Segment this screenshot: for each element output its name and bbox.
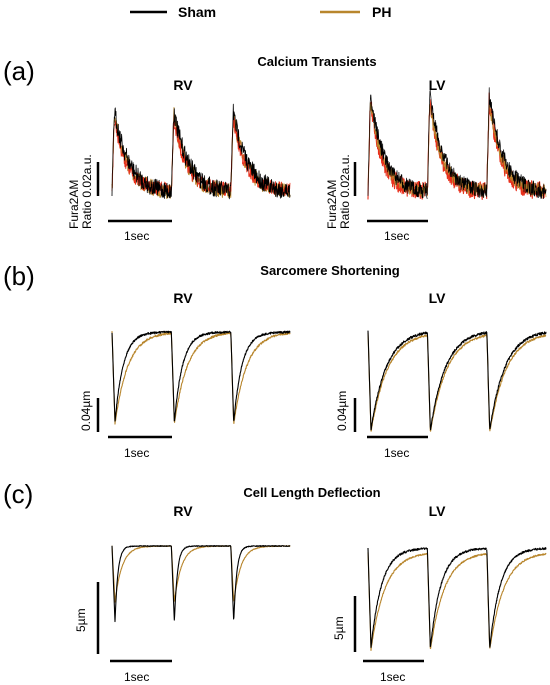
panel-c-lv-sham-beat-1	[367, 547, 428, 649]
panel-b-rv-label: RV	[173, 290, 193, 306]
panel-c-rv-ph-beat-3	[230, 545, 291, 602]
panel-b-lv-sham-beat-3	[486, 331, 547, 430]
panel-b-lv-label: LV	[429, 290, 447, 306]
panel-c-lv-sham-beat-2	[426, 547, 488, 648]
panel-a-lv-sham-trace	[367, 87, 547, 200]
panel-c-lv-scale-x-label: 1sec	[380, 670, 405, 684]
panel-a-lv-scale-y-label: Fura2AM	[325, 180, 339, 229]
panel-b-rv-ph-beat-1	[111, 331, 172, 425]
panel-c-rv-scale-y-label: 5µm	[74, 608, 88, 632]
panel-c-rv-scale-bar: 5µm 1sec	[74, 582, 172, 684]
panel-a-lv-sham-beat-2	[426, 89, 488, 198]
panel-a-rv-sham-beat-1	[111, 107, 172, 199]
panel-a-lv-scale-x-label: 1sec	[384, 229, 409, 243]
panel-b-rv-plot	[111, 330, 291, 425]
panel-b-rv-scale-y-label: 0.04µm	[79, 391, 93, 431]
panel-a-rv-scale-bar: Fura2AM Ratio 0.02a.u. 1sec	[67, 154, 172, 243]
panel-c-rv-sham-beat-2	[170, 545, 232, 621]
legend: Sham PH	[130, 4, 391, 20]
panel-c-rv-scale-x-label: 1sec	[124, 670, 149, 684]
panel-b-lv-sham-beat-1	[367, 330, 428, 431]
panel-b-lv-ph-trace	[367, 332, 547, 432]
panel-a-label: (a)	[3, 56, 35, 86]
panel-c-rv-ph-trace	[111, 545, 291, 603]
panel-a-lv-label: LV	[429, 77, 447, 93]
panel-b-lv-ph-beat-2	[426, 334, 488, 432]
panel-c-label: (c)	[3, 479, 33, 509]
panel-c-lv-label: LV	[429, 503, 447, 519]
panel-a-title: Calcium Transients	[257, 54, 376, 69]
panel-c-rv-label: RV	[173, 503, 193, 519]
panel-b-rv-sham-beat-2	[170, 330, 231, 422]
panel-c-lv-ph-beat-3	[486, 552, 547, 649]
panel-c-lv-ph-beat-1	[367, 552, 428, 652]
panel-b-lv-ph-beat-1	[367, 332, 428, 432]
panel-b-lv-scale-x-label: 1sec	[384, 446, 409, 460]
panel-b-lv-ph-beat-3	[486, 334, 547, 432]
panel-a-lv-scale-y-label-2: Ratio 0.02a.u.	[338, 154, 352, 229]
panel-a-rv-sham-beat-2	[170, 108, 232, 200]
panel-c-rv-sham-beat-1	[111, 545, 172, 623]
panel-a-lv-ph-beat-3	[486, 92, 547, 200]
panel-b-label: (b)	[3, 261, 35, 291]
panel-b-rv-sham-beat-3	[230, 330, 291, 422]
panel-b-lv-scale-bar: 0.04µm 1sec	[335, 391, 428, 460]
panel-c-lv-sham-beat-3	[486, 547, 547, 648]
panel-a-rv-scale-y-label: Fura2AM	[67, 180, 81, 229]
panel-c-rv-sham-beat-3	[230, 545, 291, 620]
panel-b-rv-scale-bar: 0.04µm 1sec	[79, 391, 172, 460]
panel-b-rv-sham-beat-1	[111, 330, 172, 422]
panel-b-lv-scale-y-label: 0.04µm	[335, 391, 349, 431]
panel-c-lv-ph-beat-2	[426, 552, 488, 650]
panel-a-rv-plot	[111, 103, 291, 200]
panel-a-rv-label: RV	[173, 77, 193, 93]
legend-sham-label: Sham	[178, 4, 216, 20]
panel-c-lv-plot	[367, 547, 547, 652]
panel-c-rv-sham-trace	[111, 545, 291, 623]
panel-c-lv-sham-trace	[367, 547, 547, 649]
panel-a-lv-sham-beat-3	[486, 87, 547, 199]
panel-c-rv-plot	[111, 545, 291, 623]
legend-ph-label: PH	[372, 4, 391, 20]
panel-b-lv-plot	[367, 330, 547, 432]
panel-c-rv-ph-beat-1	[111, 545, 172, 603]
panel-b-rv-scale-x-label: 1sec	[124, 446, 149, 460]
panel-a-lv-sham-beat-1	[367, 94, 428, 200]
panel-a-rv-sham-beat-3	[230, 103, 291, 199]
panel-b-rv-sham-trace	[111, 330, 291, 422]
panel-a-rv-scale-y-label-2: Ratio 0.02a.u.	[80, 154, 94, 229]
panel-b-title: Sarcomere Shortening	[260, 263, 399, 278]
panel-c-lv-scale-y-label: 5µm	[332, 616, 346, 640]
panel-a-lv-plot	[367, 87, 547, 201]
panel-c-lv-ph-trace	[367, 552, 547, 652]
panel-b-rv-ph-beat-2	[170, 332, 232, 423]
panel-b-lv-sham-trace	[367, 330, 547, 431]
panel-c-rv-ph-beat-2	[170, 545, 232, 602]
panel-b-rv-ph-beat-3	[230, 332, 291, 424]
panel-a-rv-sham-trace	[111, 103, 291, 200]
panel-b-lv-sham-beat-2	[426, 331, 488, 431]
panel-c-title: Cell Length Deflection	[243, 485, 380, 500]
panel-c-lv-scale-bar: 5µm 1sec	[332, 596, 424, 684]
panel-b-rv-ph-trace	[111, 331, 291, 425]
panel-a-rv-scale-x-label: 1sec	[124, 229, 149, 243]
panel-a-lv-ph-beat-1	[367, 101, 428, 200]
panel-a-lv-scale-bar: Fura2AM Ratio 0.02a.u. 1sec	[325, 154, 428, 243]
panel-a-lv-ph-beat-2	[427, 99, 488, 201]
